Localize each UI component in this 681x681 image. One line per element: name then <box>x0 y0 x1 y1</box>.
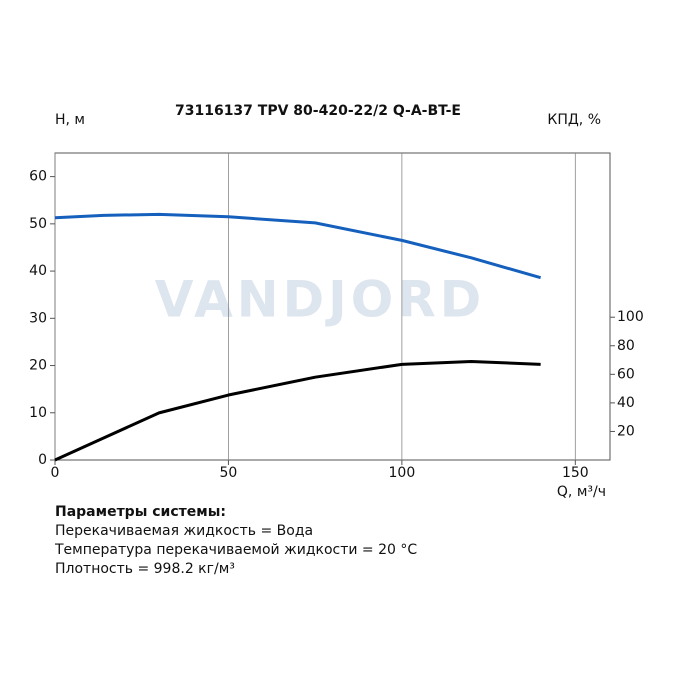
y2-tick-label: 60 <box>617 366 635 382</box>
chart-title: 73116137 TPV 80-420-22/2 Q-A-BT-E <box>175 103 461 119</box>
y-tick-label: 60 <box>29 169 47 185</box>
x-tick-label: 100 <box>389 465 416 481</box>
params-line: Плотность = 998.2 кг/м³ <box>55 561 235 577</box>
y-tick-label: 10 <box>29 405 47 421</box>
y-tick-label: 20 <box>29 358 47 374</box>
x-axis-label: Q, м³/ч <box>557 484 606 500</box>
y2-tick-label: 100 <box>617 309 644 325</box>
curve <box>54 212 542 280</box>
curve <box>54 359 541 462</box>
y2-tick-label: 20 <box>617 423 635 439</box>
y-tick-label: 0 <box>38 452 47 468</box>
params-title: Параметры системы: <box>55 504 226 520</box>
y-tick-label: 30 <box>29 310 47 326</box>
y-tick-label: 40 <box>29 263 47 279</box>
params-line: Температура перекачиваемой жидкости = 20… <box>54 542 417 558</box>
x-tick-label: 150 <box>562 465 589 481</box>
x-tick-label: 0 <box>51 465 60 481</box>
y-axis-label: H, м <box>55 112 85 128</box>
y-tick-label: 50 <box>29 216 47 232</box>
y2-axis-label: КПД, % <box>547 112 601 128</box>
params-line: Перекачиваемая жидкость = Вода <box>55 523 313 539</box>
watermark: VANDJORD <box>155 271 485 329</box>
y2-tick-label: 40 <box>617 395 635 411</box>
y2-tick-label: 80 <box>617 338 635 354</box>
x-tick-label: 50 <box>220 465 238 481</box>
